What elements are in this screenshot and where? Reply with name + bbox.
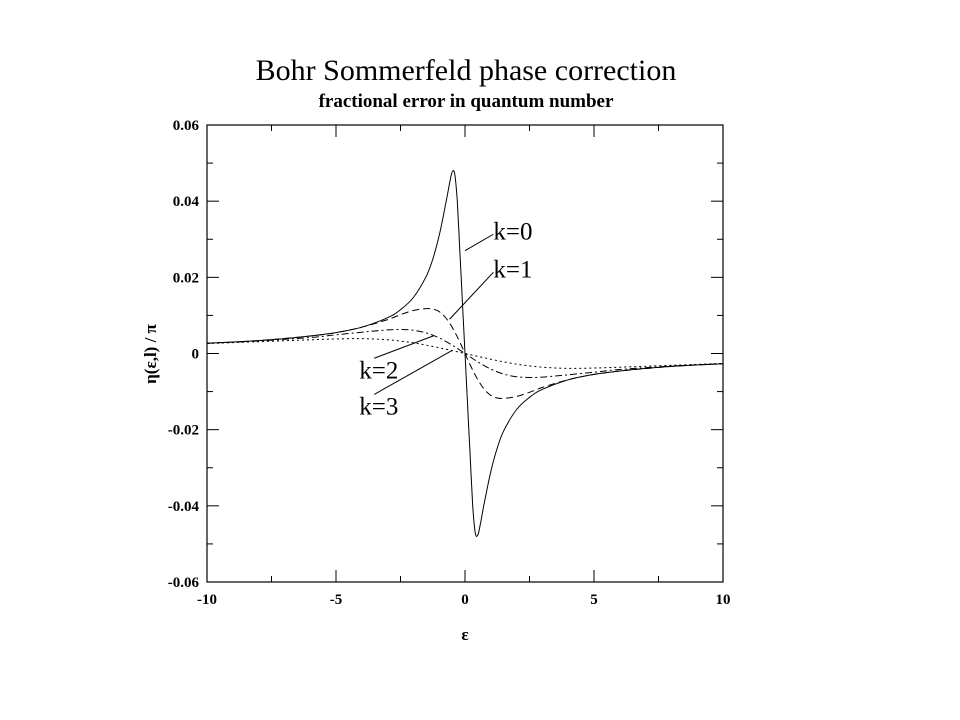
y-tick-label: 0 — [192, 347, 200, 363]
y-tick-label: -0.04 — [168, 499, 200, 515]
annotation-label: k=3 — [359, 393, 398, 420]
chart-subtitle: fractional error in quantum number — [319, 91, 614, 112]
annotation-leader-line — [464, 233, 494, 252]
y-tick-label: -0.06 — [168, 575, 200, 591]
series-line-k=2 — [206, 328, 724, 379]
annotation-leader-line — [374, 335, 435, 359]
y-tick-label: 0.04 — [173, 194, 200, 210]
curve-annotations: k=0 k=1 k=2 k=3 — [359, 218, 532, 420]
annotation-leader-line — [373, 350, 453, 395]
y-axis-label: η(ε,l) / π — [141, 323, 160, 383]
x-axis-label: ε — [461, 625, 468, 644]
curves — [206, 170, 724, 537]
x-tick-label: -10 — [197, 592, 217, 608]
y-tick-label: 0.06 — [173, 118, 200, 134]
x-tick-label: 5 — [590, 592, 598, 608]
series-line-k=3 — [206, 338, 724, 369]
series-line-k=1 — [206, 308, 724, 399]
annotation-label: k=0 — [493, 218, 532, 245]
annotation-label: k=2 — [359, 357, 398, 384]
x-tick-label: 10 — [716, 592, 731, 608]
annotation-leader-line — [449, 271, 494, 320]
y-tick-label: 0.02 — [173, 270, 199, 286]
x-tick-label: -5 — [330, 592, 343, 608]
annotation-label: k=1 — [493, 256, 532, 283]
x-tick-label: 0 — [461, 592, 469, 608]
y-tick-label: -0.02 — [168, 423, 199, 439]
chart-title: Bohr Sommerfeld phase correction — [256, 54, 677, 87]
tick-labels: -10 -5 0 5 10 -0.06 -0.04 -0.02 0 0.02 0.04 0.06 — [168, 118, 731, 608]
tick-marks — [206, 124, 724, 583]
